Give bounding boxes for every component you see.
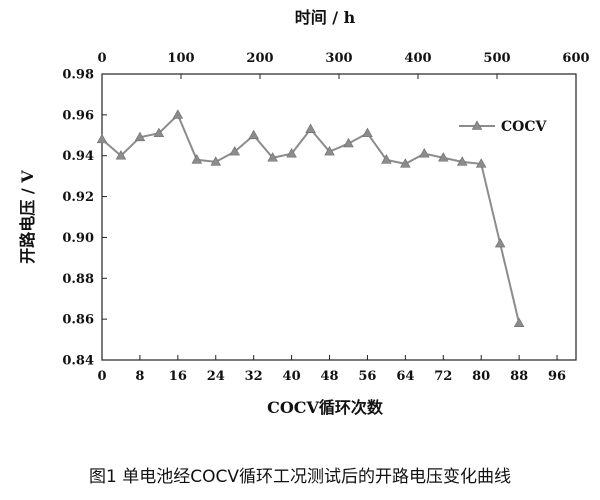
series-layer <box>96 109 525 328</box>
data-point <box>343 137 354 148</box>
series-line <box>101 113 521 324</box>
data-point <box>267 152 278 162</box>
x-tick-label: 0 <box>97 369 106 384</box>
data-point <box>191 154 203 164</box>
data-point <box>419 148 430 158</box>
y-tick-label: 0.94 <box>62 149 94 164</box>
x-tick-label: 48 <box>320 369 338 384</box>
y-tick-label: 0.96 <box>62 108 94 123</box>
x-tick-label: 96 <box>548 369 566 384</box>
plot-frame <box>101 73 577 361</box>
data-point <box>153 127 165 138</box>
legend-label: COCV <box>501 119 547 135</box>
data-point <box>438 152 449 162</box>
x-tick-label: 72 <box>434 369 452 384</box>
axes <box>101 73 577 361</box>
data-point <box>513 317 525 328</box>
y-tick-label: 0.98 <box>62 68 94 83</box>
top-tick-label: 600 <box>562 51 589 66</box>
top-tick-label: 400 <box>404 51 431 66</box>
data-point <box>381 154 392 164</box>
legend-marker <box>471 120 483 130</box>
data-point <box>172 109 184 119</box>
x-axis-title: COCV循环次数 <box>267 398 384 417</box>
x-tick-label: 64 <box>396 369 414 384</box>
ticks: 0.840.860.880.900.920.940.960.980 8 16 24 32… <box>62 51 589 384</box>
data-point <box>210 156 222 166</box>
legend: COCV <box>459 119 547 135</box>
x-tick-label: 8 <box>135 369 144 384</box>
figure-caption: 图1 单电池经COCV循环工况测试后的开路电压变化曲线 <box>89 467 511 487</box>
x-tick-label: 16 <box>169 369 187 384</box>
data-point <box>305 123 316 133</box>
x-tick-label: 32 <box>245 369 263 384</box>
top-tick-label: 300 <box>325 51 352 66</box>
y-tick-label: 0.86 <box>62 313 94 328</box>
top-tick-label: 100 <box>167 51 194 66</box>
data-point <box>456 156 468 166</box>
x-tick-label: 40 <box>283 369 301 384</box>
top-axis-title: 时间 / h <box>295 8 356 27</box>
data-point <box>324 146 335 156</box>
x-tick-label: 24 <box>207 369 225 384</box>
y-tick-label: 0.84 <box>62 354 94 369</box>
x-tick-label: 88 <box>510 369 528 384</box>
data-point <box>362 127 373 138</box>
data-point <box>229 146 240 156</box>
data-point <box>134 131 146 142</box>
data-point <box>475 158 487 168</box>
top-tick-label: 200 <box>246 51 273 66</box>
data-point <box>494 237 506 248</box>
y-tick-label: 0.88 <box>62 272 94 287</box>
data-point <box>286 148 297 158</box>
line-chart: 0.840.860.880.900.920.940.960.980 8 16 24 32… <box>18 8 590 417</box>
x-tick-label: 80 <box>472 369 490 384</box>
data-point <box>115 150 127 160</box>
top-tick-label: 500 <box>483 51 510 66</box>
x-tick-label: 56 <box>358 369 376 384</box>
y-axis-title: 开路电压 / V <box>18 170 37 264</box>
top-tick-label: 0 <box>97 51 106 66</box>
data-point <box>96 133 108 144</box>
data-point <box>400 158 411 168</box>
data-point <box>248 129 259 140</box>
y-tick-label: 0.92 <box>62 190 94 205</box>
y-tick-label: 0.90 <box>62 231 94 246</box>
